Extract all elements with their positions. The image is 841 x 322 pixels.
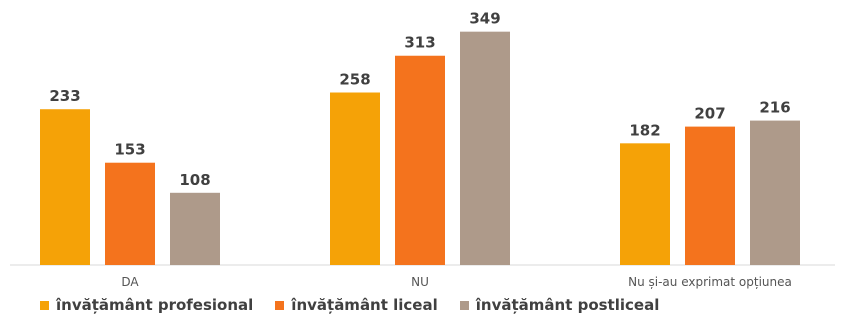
- category-label-2: NU: [411, 275, 429, 289]
- bar-postliceal-3: [750, 120, 800, 266]
- bar-liceal-2: [395, 55, 445, 265]
- category-labels-group: DA NU Nu și-au exprimat opțiunea: [121, 275, 792, 289]
- category-label-3: Nu și-au exprimat opțiunea: [628, 275, 792, 289]
- data-label-profesional-3: 182: [629, 121, 660, 139]
- bar-profesional-3: [620, 143, 670, 265]
- category-label-1: DA: [121, 275, 139, 289]
- bar-profesional-1: [40, 109, 90, 265]
- bar-chart: 233 153 108 258 313 349 182 207 216 DA NU Nu și-au…: [10, 10, 835, 289]
- legend-label-postliceal: învățământ postliceal: [475, 296, 660, 314]
- data-label-liceal-1: 153: [114, 141, 145, 159]
- value-labels-group: 233 153 108 258 313 349 182 207 216: [49, 10, 790, 189]
- bar-liceal-1: [105, 162, 155, 265]
- bar-liceal-3: [685, 126, 735, 265]
- bar-postliceal-1: [170, 192, 220, 265]
- legend-item-postliceal: învățământ postliceal: [459, 296, 660, 314]
- legend-swatch-profesional: [40, 300, 49, 310]
- data-label-postliceal-2: 349: [469, 10, 500, 28]
- legend-label-profesional: învățământ profesional: [56, 296, 254, 314]
- data-label-postliceal-3: 216: [759, 99, 790, 117]
- legend-item-liceal: învățământ liceal: [275, 296, 438, 314]
- bar-profesional-2: [330, 92, 380, 265]
- bars-group: [40, 31, 800, 266]
- data-label-liceal-3: 207: [694, 105, 725, 123]
- data-label-liceal-2: 313: [404, 34, 435, 52]
- legend-item-profesional: învățământ profesional: [40, 296, 253, 314]
- data-label-profesional-1: 233: [49, 87, 80, 105]
- data-label-profesional-2: 258: [339, 71, 370, 89]
- legend-label-liceal: învățământ liceal: [291, 296, 438, 314]
- data-label-postliceal-1: 108: [179, 171, 210, 189]
- bar-postliceal-2: [460, 31, 510, 265]
- legend-swatch-liceal: [275, 300, 285, 310]
- legend-swatch-postliceal: [459, 300, 469, 310]
- legend: învățământ profesional învățământ liceal…: [40, 296, 659, 314]
